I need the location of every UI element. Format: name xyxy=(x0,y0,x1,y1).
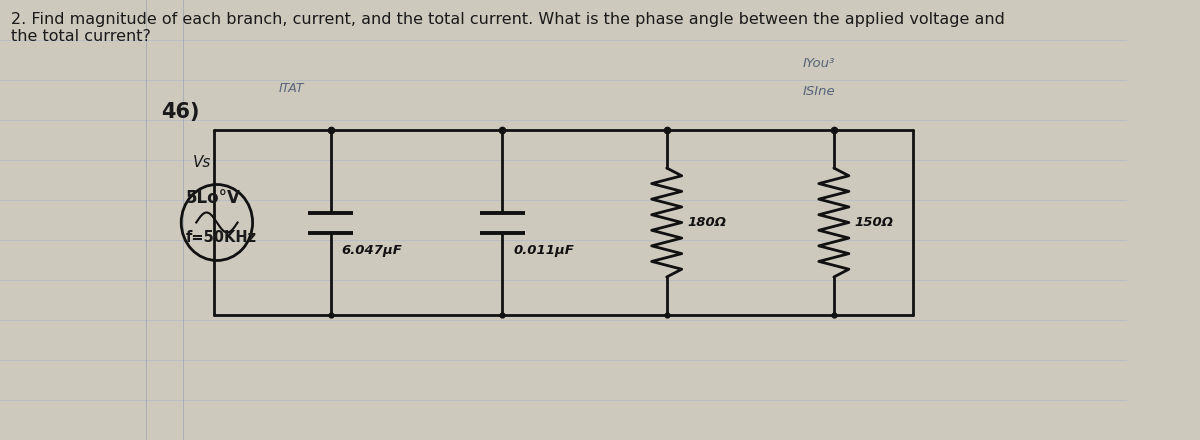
Text: 0.011μF: 0.011μF xyxy=(514,244,575,257)
Text: ISIne: ISIne xyxy=(803,85,835,98)
Text: 180Ω: 180Ω xyxy=(688,216,726,229)
Text: f=50KHz: f=50KHz xyxy=(186,230,257,245)
Text: IYou³: IYou³ xyxy=(803,57,835,70)
Text: 150Ω: 150Ω xyxy=(854,216,894,229)
Text: ITAT: ITAT xyxy=(278,82,304,95)
Text: Vs: Vs xyxy=(192,154,211,169)
Text: 2. Find magnitude of each branch, current, and the total current. What is the ph: 2. Find magnitude of each branch, curren… xyxy=(11,12,1006,44)
Text: 46): 46) xyxy=(162,102,200,122)
Text: 5Lo°V: 5Lo°V xyxy=(186,189,241,207)
Text: 6.047μF: 6.047μF xyxy=(342,244,402,257)
